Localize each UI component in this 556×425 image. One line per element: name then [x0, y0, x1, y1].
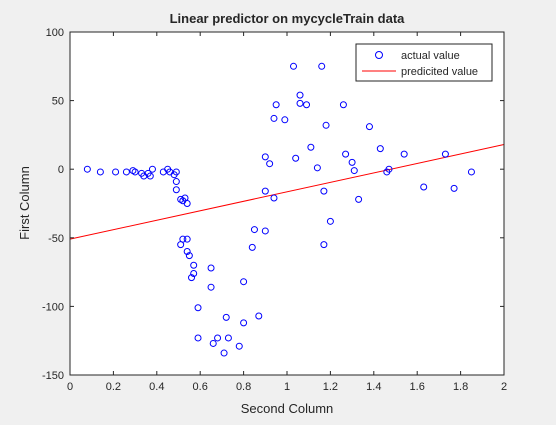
x-axis-label: Second Column — [241, 401, 334, 416]
x-tick-label: 1.2 — [323, 381, 338, 393]
legend-label-actual: actual value — [401, 50, 460, 62]
legend-label-predicted: predicited value — [401, 66, 478, 78]
y-tick-label: -100 — [42, 301, 64, 313]
x-tick-label: 0.6 — [193, 381, 208, 393]
y-tick-label: -50 — [48, 233, 64, 245]
x-tick-label: 0.4 — [149, 381, 164, 393]
plot-area — [70, 32, 504, 375]
chart-title: Linear predictor on mycycleTrain data — [170, 11, 406, 26]
x-tick-label: 0.8 — [236, 381, 251, 393]
y-axis-label: First Column — [17, 166, 32, 240]
y-tick-label: 50 — [52, 96, 64, 108]
x-tick-label: 1 — [284, 381, 290, 393]
x-tick-label: 2 — [501, 381, 507, 393]
x-tick-label: 1.6 — [410, 381, 425, 393]
y-tick-label: -150 — [42, 370, 64, 382]
legend: actual value predicited value — [356, 44, 492, 81]
y-tick-label: 100 — [46, 27, 64, 39]
x-tick-label: 1.8 — [453, 381, 468, 393]
x-tick-label: 1.4 — [366, 381, 381, 393]
y-tick-label: 0 — [58, 164, 64, 176]
x-tick-label: 0.2 — [106, 381, 121, 393]
x-tick-label: 0 — [67, 381, 73, 393]
